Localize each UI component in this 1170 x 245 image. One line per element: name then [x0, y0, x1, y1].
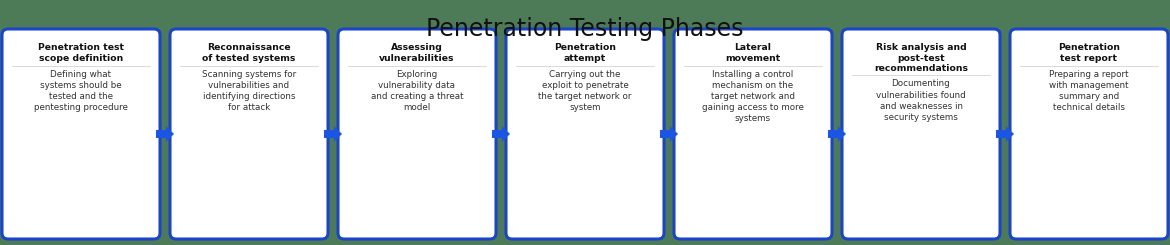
Text: Defining what
systems should be
tested and the
pentesting procedure: Defining what systems should be tested a…: [34, 70, 128, 112]
Text: Penetration
attempt: Penetration attempt: [555, 43, 615, 63]
Polygon shape: [156, 126, 174, 142]
Polygon shape: [324, 126, 342, 142]
FancyBboxPatch shape: [674, 29, 832, 239]
FancyBboxPatch shape: [505, 29, 665, 239]
FancyBboxPatch shape: [1010, 29, 1168, 239]
Text: Documenting
vulnerabilities found
and weaknesses in
security systems: Documenting vulnerabilities found and we…: [876, 79, 966, 122]
Text: Lateral
movement: Lateral movement: [725, 43, 780, 63]
Polygon shape: [493, 126, 510, 142]
FancyBboxPatch shape: [170, 29, 328, 239]
Text: Risk analysis and
post-test
recommendations: Risk analysis and post-test recommendati…: [874, 43, 968, 74]
Text: Reconnaissance
of tested systems: Reconnaissance of tested systems: [202, 43, 296, 63]
Text: Penetration test
scope definition: Penetration test scope definition: [37, 43, 124, 63]
Text: Assessing
vulnerabilities: Assessing vulnerabilities: [379, 43, 455, 63]
Text: Penetration Testing Phases: Penetration Testing Phases: [426, 17, 744, 41]
FancyBboxPatch shape: [2, 29, 160, 239]
Text: Exploring
vulnerability data
and creating a threat
model: Exploring vulnerability data and creatin…: [371, 70, 463, 112]
Text: Penetration
test report: Penetration test report: [1058, 43, 1120, 63]
Polygon shape: [660, 126, 677, 142]
Text: Carrying out the
exploit to penetrate
the target network or
system: Carrying out the exploit to penetrate th…: [538, 70, 632, 112]
Polygon shape: [828, 126, 846, 142]
FancyBboxPatch shape: [338, 29, 496, 239]
FancyBboxPatch shape: [842, 29, 1000, 239]
Text: Scanning systems for
vulnerabilities and
identifying directions
for attack: Scanning systems for vulnerabilities and…: [202, 70, 296, 112]
Text: Installing a control
mechanism on the
target network and
gaining access to more
: Installing a control mechanism on the ta…: [702, 70, 804, 123]
Polygon shape: [996, 126, 1014, 142]
Text: Preparing a report
with management
summary and
technical details: Preparing a report with management summa…: [1049, 70, 1129, 112]
